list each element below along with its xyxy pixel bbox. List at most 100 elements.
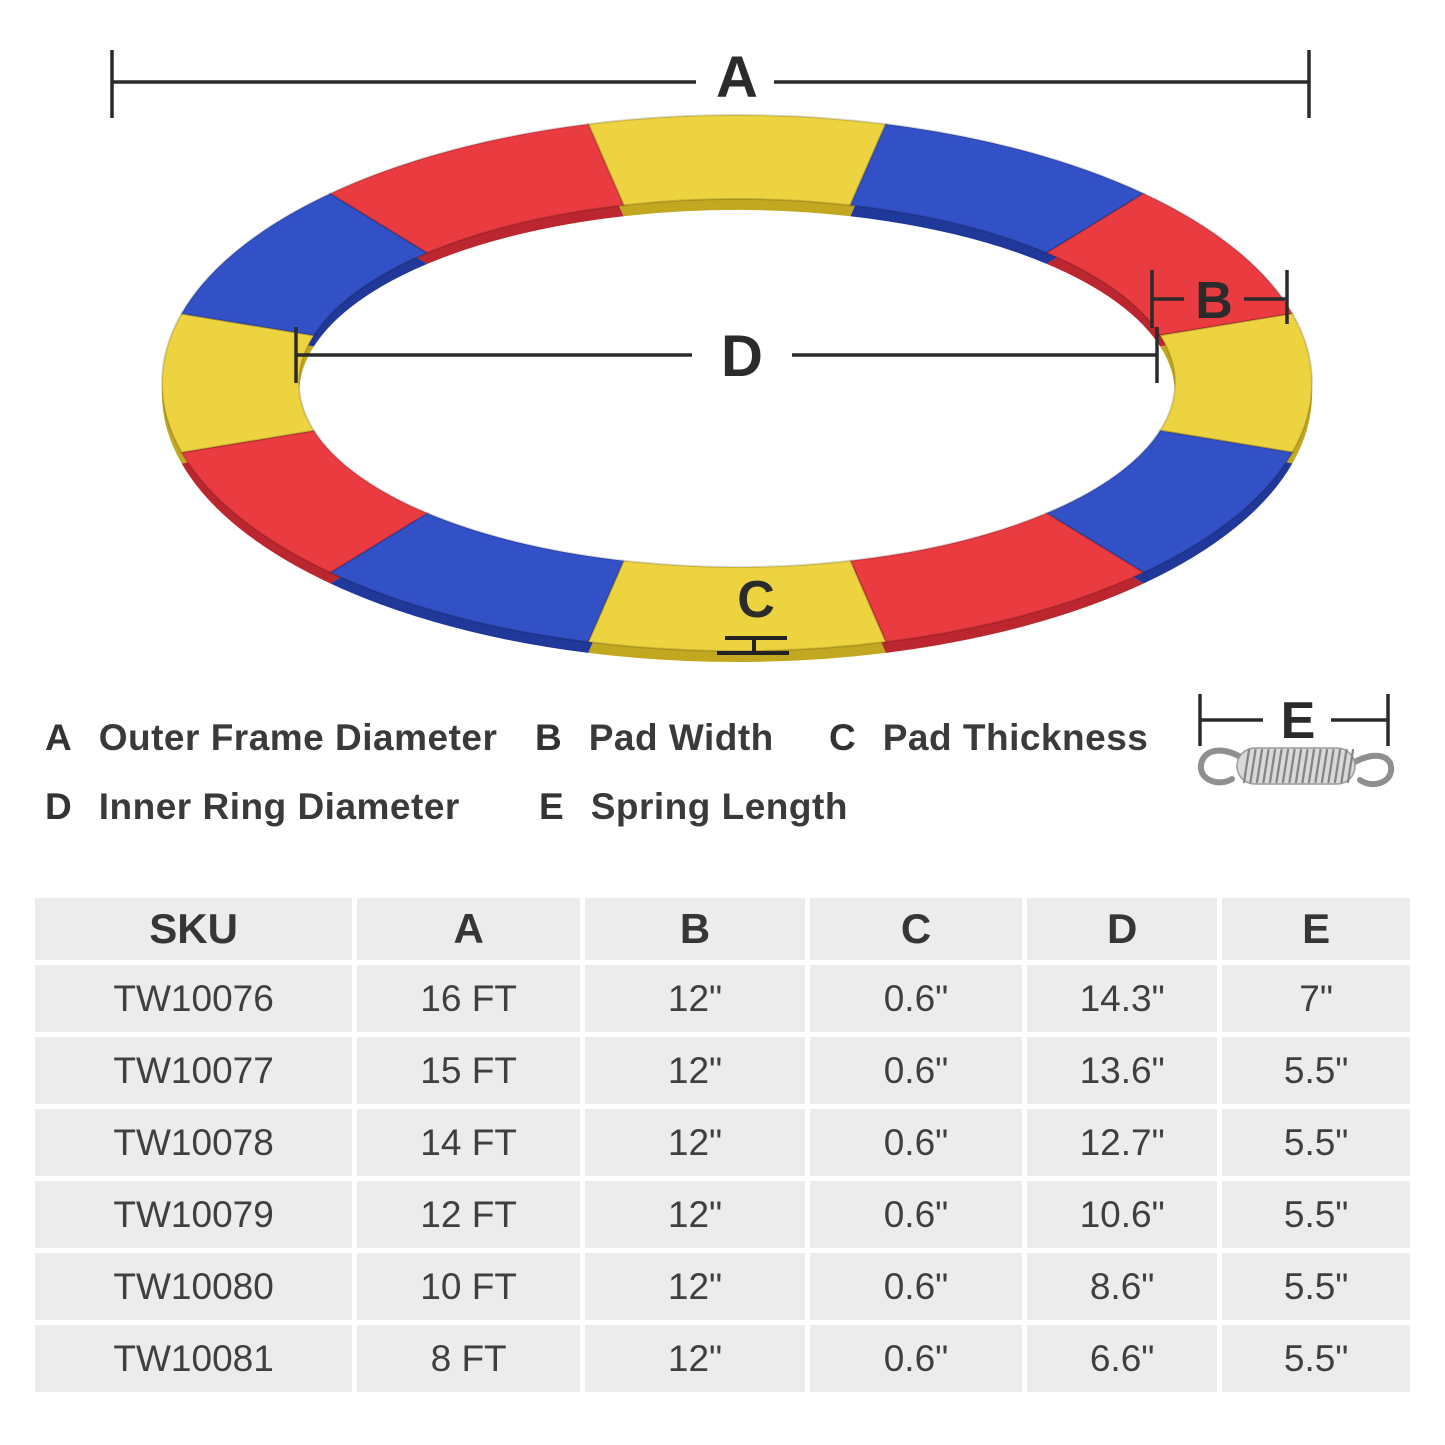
sku-cell: TW10081 xyxy=(35,1325,353,1392)
spec-cell: 15 FT xyxy=(357,1037,580,1104)
spring-coil-line xyxy=(1242,748,1251,784)
legend-key: B xyxy=(535,717,562,758)
dim-label-e: E xyxy=(1281,692,1316,750)
spec-cell: 0.6" xyxy=(810,1325,1022,1392)
spring-coil-line xyxy=(1314,748,1322,784)
dim-label-a: A xyxy=(716,45,758,110)
dimension-a: A xyxy=(110,45,1311,118)
spec-cell: 12.7" xyxy=(1026,1109,1218,1176)
legend-key: C xyxy=(829,717,856,758)
spec-cell: 12 FT xyxy=(357,1181,580,1248)
spec-cell: 14 FT xyxy=(357,1109,580,1176)
dim-label-c: C xyxy=(737,571,775,629)
dimension-b: B xyxy=(1150,270,1289,330)
table-row: TW10076 16 FT 12" 0.6" 14.3" 7" xyxy=(35,965,1410,1032)
legend-key: A xyxy=(45,717,72,758)
spec-cell: 10 FT xyxy=(357,1253,580,1320)
spec-cell: 6.6" xyxy=(1026,1325,1218,1392)
spring-icon xyxy=(1197,747,1395,788)
spec-cell: 8 FT xyxy=(357,1325,580,1392)
col-header-a: A xyxy=(357,898,580,960)
spring-coil-line xyxy=(1327,748,1335,784)
spec-cell: 10.6" xyxy=(1026,1181,1218,1248)
spring-coil-line xyxy=(1307,748,1316,784)
sku-cell: TW10079 xyxy=(35,1181,353,1248)
legend-label: Inner Ring Diameter xyxy=(98,786,460,827)
legend-label: Pad Width xyxy=(588,717,774,758)
spring-coil-line xyxy=(1288,748,1296,784)
spec-cell: 5.5" xyxy=(1222,1037,1410,1104)
spec-cell: 12" xyxy=(585,1037,806,1104)
col-header-d: D xyxy=(1026,898,1218,960)
legend-item-b: B Pad Width xyxy=(535,717,774,759)
col-header-c: C xyxy=(810,898,1022,960)
dimension-e: E xyxy=(1198,692,1390,750)
table-row: TW10078 14 FT 12" 0.6" 12.7" 5.5" xyxy=(35,1109,1410,1176)
spring-coil-line xyxy=(1333,748,1342,784)
spec-cell: 12" xyxy=(585,1181,806,1248)
spec-cell: 0.6" xyxy=(810,1037,1022,1104)
spec-cell: 0.6" xyxy=(810,965,1022,1032)
legend-label: Pad Thickness xyxy=(882,717,1149,758)
legend-label: Spring Length xyxy=(590,786,848,827)
legend-item-e: E Spring Length xyxy=(539,786,848,828)
spec-cell: 5.5" xyxy=(1222,1181,1410,1248)
sku-cell: TW10078 xyxy=(35,1109,353,1176)
trampoline-pad-diagram: A D B C E xyxy=(110,45,1395,788)
spec-cell: 5.5" xyxy=(1222,1325,1410,1392)
col-header-e: E xyxy=(1222,898,1410,960)
spring-coil-line xyxy=(1275,748,1283,784)
pad-segment-yellow xyxy=(586,113,888,207)
col-header-b: B xyxy=(585,898,806,960)
spec-cell: 14.3" xyxy=(1026,965,1218,1032)
table-row: TW10080 10 FT 12" 0.6" 8.6" 5.5" xyxy=(35,1253,1410,1320)
spec-cell: 16 FT xyxy=(357,965,580,1032)
sku-cell: TW10080 xyxy=(35,1253,353,1320)
spec-cell: 5.5" xyxy=(1222,1109,1410,1176)
dim-label-d: D xyxy=(721,324,763,389)
spec-cell: 12" xyxy=(585,1109,806,1176)
spec-table: SKU A B C D E TW10076 16 FT 12" 0.6" 14.… xyxy=(30,893,1415,1397)
legend-label: Outer Frame Diameter xyxy=(98,717,498,758)
spec-cell: 7" xyxy=(1222,965,1410,1032)
spring-coil-line xyxy=(1255,748,1264,784)
spec-cell: 0.6" xyxy=(810,1109,1022,1176)
spring-coil-line xyxy=(1262,748,1270,784)
spring-coil-line xyxy=(1320,748,1329,784)
spec-cell: 12" xyxy=(585,965,806,1032)
col-header-sku: SKU xyxy=(35,898,353,960)
spec-cell: 12" xyxy=(585,1253,806,1320)
pad-ring xyxy=(160,113,1314,653)
spring-coil-line xyxy=(1346,748,1355,784)
spring-coil-line xyxy=(1249,748,1257,784)
legend-item-d: D Inner Ring Diameter xyxy=(45,786,460,828)
spec-cell: 0.6" xyxy=(810,1181,1022,1248)
spec-cell: 13.6" xyxy=(1026,1037,1218,1104)
legend-item-c: C Pad Thickness xyxy=(829,717,1148,759)
spring-coil-line xyxy=(1340,748,1348,784)
dim-label-b: B xyxy=(1195,272,1233,330)
sku-cell: TW10076 xyxy=(35,965,353,1032)
spec-cell: 0.6" xyxy=(810,1253,1022,1320)
dimension-d: D xyxy=(294,324,1159,389)
sku-cell: TW10077 xyxy=(35,1037,353,1104)
table-row: TW10081 8 FT 12" 0.6" 6.6" 5.5" xyxy=(35,1325,1410,1392)
spec-cell: 12" xyxy=(585,1325,806,1392)
pad-segment-red xyxy=(328,123,626,255)
legend-item-a: A Outer Frame Diameter xyxy=(45,717,497,759)
legend-key: E xyxy=(539,786,564,827)
pad-segment-yellow xyxy=(1158,312,1314,454)
pad-segment-yellow xyxy=(160,312,316,454)
table-row: TW10077 15 FT 12" 0.6" 13.6" 5.5" xyxy=(35,1037,1410,1104)
dimension-c: C xyxy=(717,571,789,655)
spring-coil-line xyxy=(1281,748,1290,784)
legend-key: D xyxy=(45,786,72,827)
table-header-row: SKU A B C D E xyxy=(35,898,1410,960)
spring-coil-line xyxy=(1294,748,1303,784)
spec-cell: 8.6" xyxy=(1026,1253,1218,1320)
spring-coil-line xyxy=(1268,748,1277,784)
spring-coil-line xyxy=(1301,748,1309,784)
table-row: TW10079 12 FT 12" 0.6" 10.6" 5.5" xyxy=(35,1181,1410,1248)
spec-cell: 5.5" xyxy=(1222,1253,1410,1320)
